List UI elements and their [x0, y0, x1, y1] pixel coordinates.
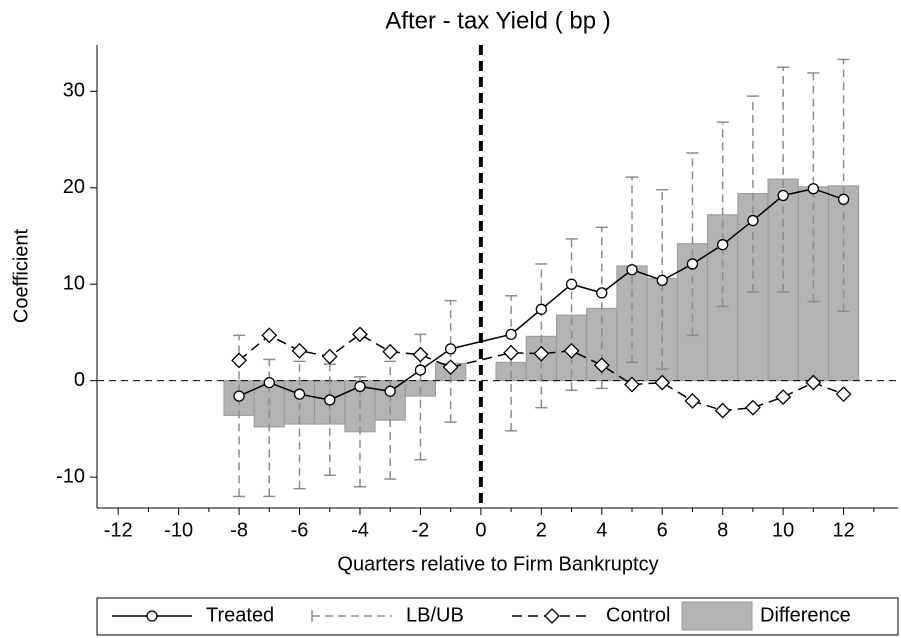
marker	[231, 352, 247, 369]
y-tick-label: 0	[74, 369, 85, 391]
marker	[324, 394, 336, 406]
x-axis-label: Quarters relative to Firm Bankruptcy	[337, 553, 658, 575]
marker	[624, 376, 640, 393]
x-tick-label: -4	[351, 519, 369, 541]
y-axis-label: Coefficient	[10, 228, 32, 323]
legend-marker	[146, 610, 158, 622]
x-tick-label: -6	[291, 519, 309, 541]
marker	[593, 357, 610, 374]
marker	[744, 399, 761, 416]
marker	[503, 344, 520, 361]
marker	[654, 374, 671, 391]
legend-box	[96, 597, 899, 636]
marker	[684, 393, 701, 409]
x-tick-label: 10	[772, 519, 794, 541]
marker	[565, 278, 578, 290]
marker	[535, 303, 547, 315]
marker	[656, 274, 668, 287]
marker	[714, 402, 731, 419]
marker	[596, 287, 608, 299]
marker	[717, 239, 729, 251]
legend-label: Treated	[206, 604, 274, 626]
y-tick-label: 10	[63, 272, 85, 294]
y-tick-label: 30	[63, 80, 85, 102]
y-tick-label: -10	[56, 465, 85, 487]
x-tick-label: 4	[596, 519, 607, 541]
legend-label: Control	[606, 604, 670, 626]
marker	[563, 342, 580, 359]
legend-swatch	[681, 601, 753, 631]
marker	[505, 328, 517, 341]
marker	[807, 183, 820, 195]
x-tick-label: -12	[104, 519, 133, 541]
marker	[352, 326, 368, 343]
x-tick-label: -8	[230, 519, 248, 541]
marker	[835, 386, 852, 403]
marker	[533, 345, 550, 362]
marker	[382, 343, 399, 360]
x-tick-label: -10	[164, 519, 193, 541]
marker	[384, 385, 396, 397]
x-tick-label: 12	[832, 519, 854, 541]
marker	[233, 390, 245, 402]
marker	[414, 364, 427, 376]
y-tick-label: 20	[63, 176, 85, 198]
marker	[291, 342, 308, 359]
legend-marker	[544, 608, 560, 624]
marker	[747, 214, 759, 227]
marker	[321, 348, 338, 365]
marker	[626, 264, 638, 276]
x-tick-label: 8	[717, 519, 728, 541]
x-tick-label: 6	[657, 519, 668, 541]
x-tick-label: -2	[412, 519, 430, 541]
marker	[261, 327, 278, 344]
marker	[444, 343, 457, 355]
marker	[293, 388, 306, 400]
marker	[686, 258, 699, 270]
x-tick-label: 0	[475, 519, 486, 541]
chart-title: After - tax Yield ( bp )	[385, 7, 610, 34]
marker	[412, 346, 429, 363]
marker	[805, 374, 822, 391]
marker	[777, 189, 789, 202]
marker	[775, 389, 792, 405]
legend-label: Difference	[760, 604, 851, 626]
marker	[354, 380, 366, 393]
marker	[442, 359, 459, 376]
legend-label: LB/UB	[406, 604, 464, 626]
marker	[263, 376, 275, 389]
marker	[837, 193, 850, 205]
x-tick-label: 2	[536, 519, 547, 541]
